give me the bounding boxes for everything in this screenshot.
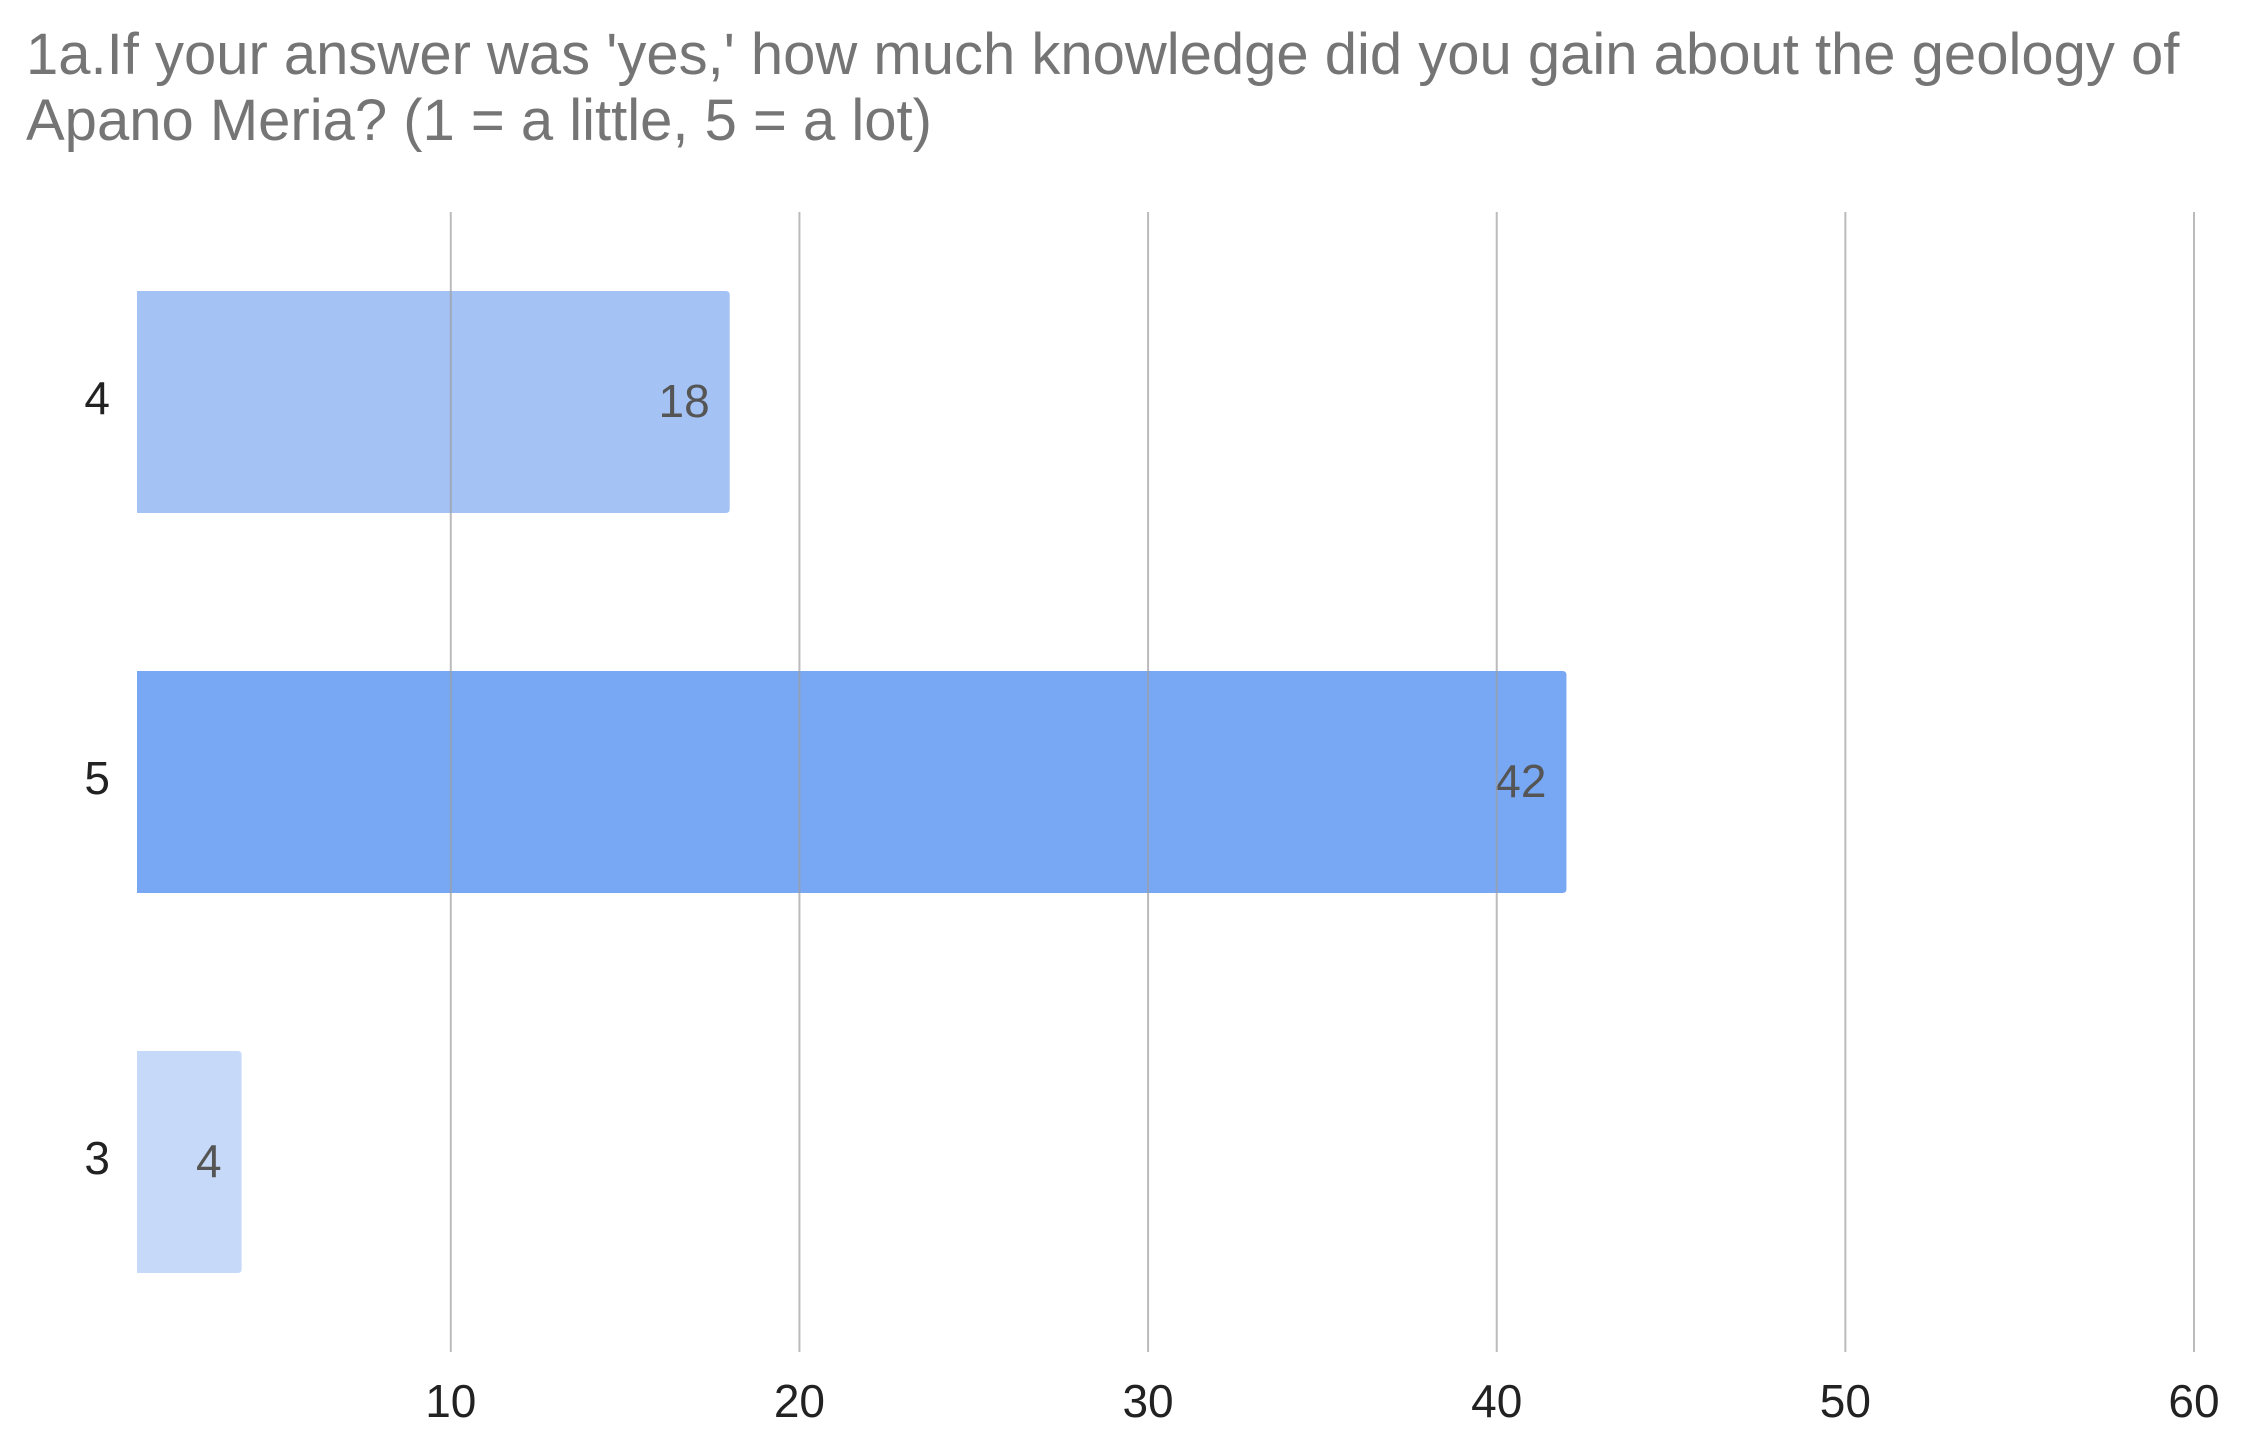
- chart-title: 1a.If your answer was 'yes,' how much kn…: [26, 22, 2180, 153]
- y-tick-label: 4: [84, 372, 110, 424]
- data-label: 42: [1495, 755, 1546, 807]
- x-tick-label: 40: [1471, 1375, 1522, 1427]
- x-tick-label: 50: [1820, 1375, 1871, 1427]
- x-tick-label: 30: [1122, 1375, 1173, 1427]
- x-tick-label: 10: [425, 1375, 476, 1427]
- y-tick-label: 3: [84, 1132, 110, 1184]
- x-tick-label: 20: [774, 1375, 825, 1427]
- data-label: 18: [659, 375, 710, 427]
- x-tick-label: 60: [2168, 1375, 2219, 1427]
- bar: [137, 671, 1567, 893]
- data-label: 4: [196, 1135, 222, 1187]
- bar: [137, 1051, 242, 1273]
- y-tick-label: 5: [84, 752, 110, 804]
- bar: [137, 291, 730, 513]
